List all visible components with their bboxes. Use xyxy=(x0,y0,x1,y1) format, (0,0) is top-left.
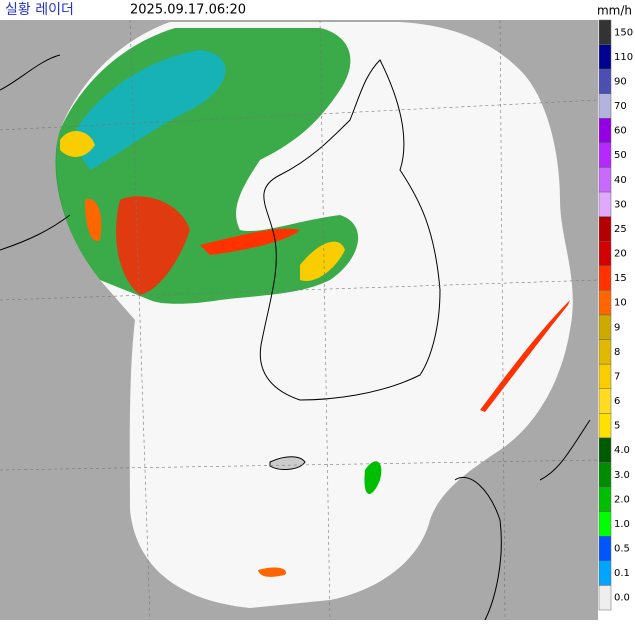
map xyxy=(0,19,599,621)
legend-label: 40 xyxy=(614,175,627,186)
legend-label: 60 xyxy=(614,126,627,137)
coastline xyxy=(0,54,71,251)
legend-label: 50 xyxy=(614,150,627,161)
legend-label: 10 xyxy=(614,298,627,309)
legend-label: 0.1 xyxy=(614,568,630,579)
legend-label: 15 xyxy=(614,273,627,284)
legend-label: 5 xyxy=(614,421,620,432)
legend-label: 110 xyxy=(614,52,633,63)
legend-label: 25 xyxy=(614,224,627,235)
legend-swatch xyxy=(598,68,612,94)
page-title: 실황 레이더 xyxy=(5,2,74,18)
legend-label: 1.0 xyxy=(614,519,630,530)
legend-label: 0.0 xyxy=(614,593,630,604)
rain-cell xyxy=(258,567,286,577)
legend-swatch xyxy=(598,44,612,70)
legend-swatch xyxy=(598,437,612,463)
legend-swatch xyxy=(598,142,612,168)
coastline xyxy=(454,419,591,621)
legend-label: 70 xyxy=(614,101,627,112)
legend-swatch xyxy=(598,462,612,488)
timestamp: 2025.09.17.06:20 xyxy=(130,3,246,18)
legend-label: 6 xyxy=(614,396,620,407)
rain-band xyxy=(200,228,300,255)
legend-swatch xyxy=(598,339,612,365)
unit-label: mm/h xyxy=(597,4,632,18)
legend-swatch xyxy=(598,314,612,340)
legend-label: 90 xyxy=(614,76,627,87)
legend-swatch xyxy=(598,363,612,389)
legend-swatch xyxy=(598,19,612,45)
rain-core xyxy=(85,199,102,241)
island xyxy=(269,456,306,470)
legend-label: 2.0 xyxy=(614,494,630,505)
legend-label: 9 xyxy=(614,322,620,333)
rain-band xyxy=(300,241,345,281)
legend-swatch xyxy=(598,413,612,439)
legend-label: 3.0 xyxy=(614,470,630,481)
legend-swatch xyxy=(598,118,612,144)
legend-swatch xyxy=(598,511,612,537)
legend: 150 110 90 70 60 50 40 30 25 20 15 10 9 8 7 6 5 4.0 3.0 2.0… xyxy=(598,19,633,611)
legend-swatch xyxy=(598,265,612,291)
legend-swatch xyxy=(598,241,612,267)
legend-label: 7 xyxy=(614,371,620,382)
legend-swatch xyxy=(598,167,612,193)
legend-label: 150 xyxy=(614,27,633,38)
legend-swatch xyxy=(598,560,612,586)
rain-core xyxy=(116,196,190,295)
legend-label: 0.5 xyxy=(614,544,630,555)
grid-line xyxy=(0,19,599,621)
legend-label: 8 xyxy=(614,347,620,358)
rain-core xyxy=(60,130,95,157)
legend-label: 30 xyxy=(614,199,627,210)
rain-area xyxy=(70,50,226,170)
rain-band xyxy=(480,300,570,412)
legend-swatch xyxy=(598,585,612,611)
legend-swatch xyxy=(598,93,612,119)
legend-swatch xyxy=(598,388,612,414)
legend-swatch xyxy=(598,290,612,316)
legend-label: 4.0 xyxy=(614,445,630,456)
coastline xyxy=(259,59,441,401)
legend-swatch xyxy=(598,216,612,242)
legend-swatch xyxy=(598,536,612,562)
rain-cell xyxy=(364,461,382,494)
legend-label: 20 xyxy=(614,249,627,260)
legend-swatch xyxy=(598,486,612,512)
legend-swatch xyxy=(598,191,612,217)
